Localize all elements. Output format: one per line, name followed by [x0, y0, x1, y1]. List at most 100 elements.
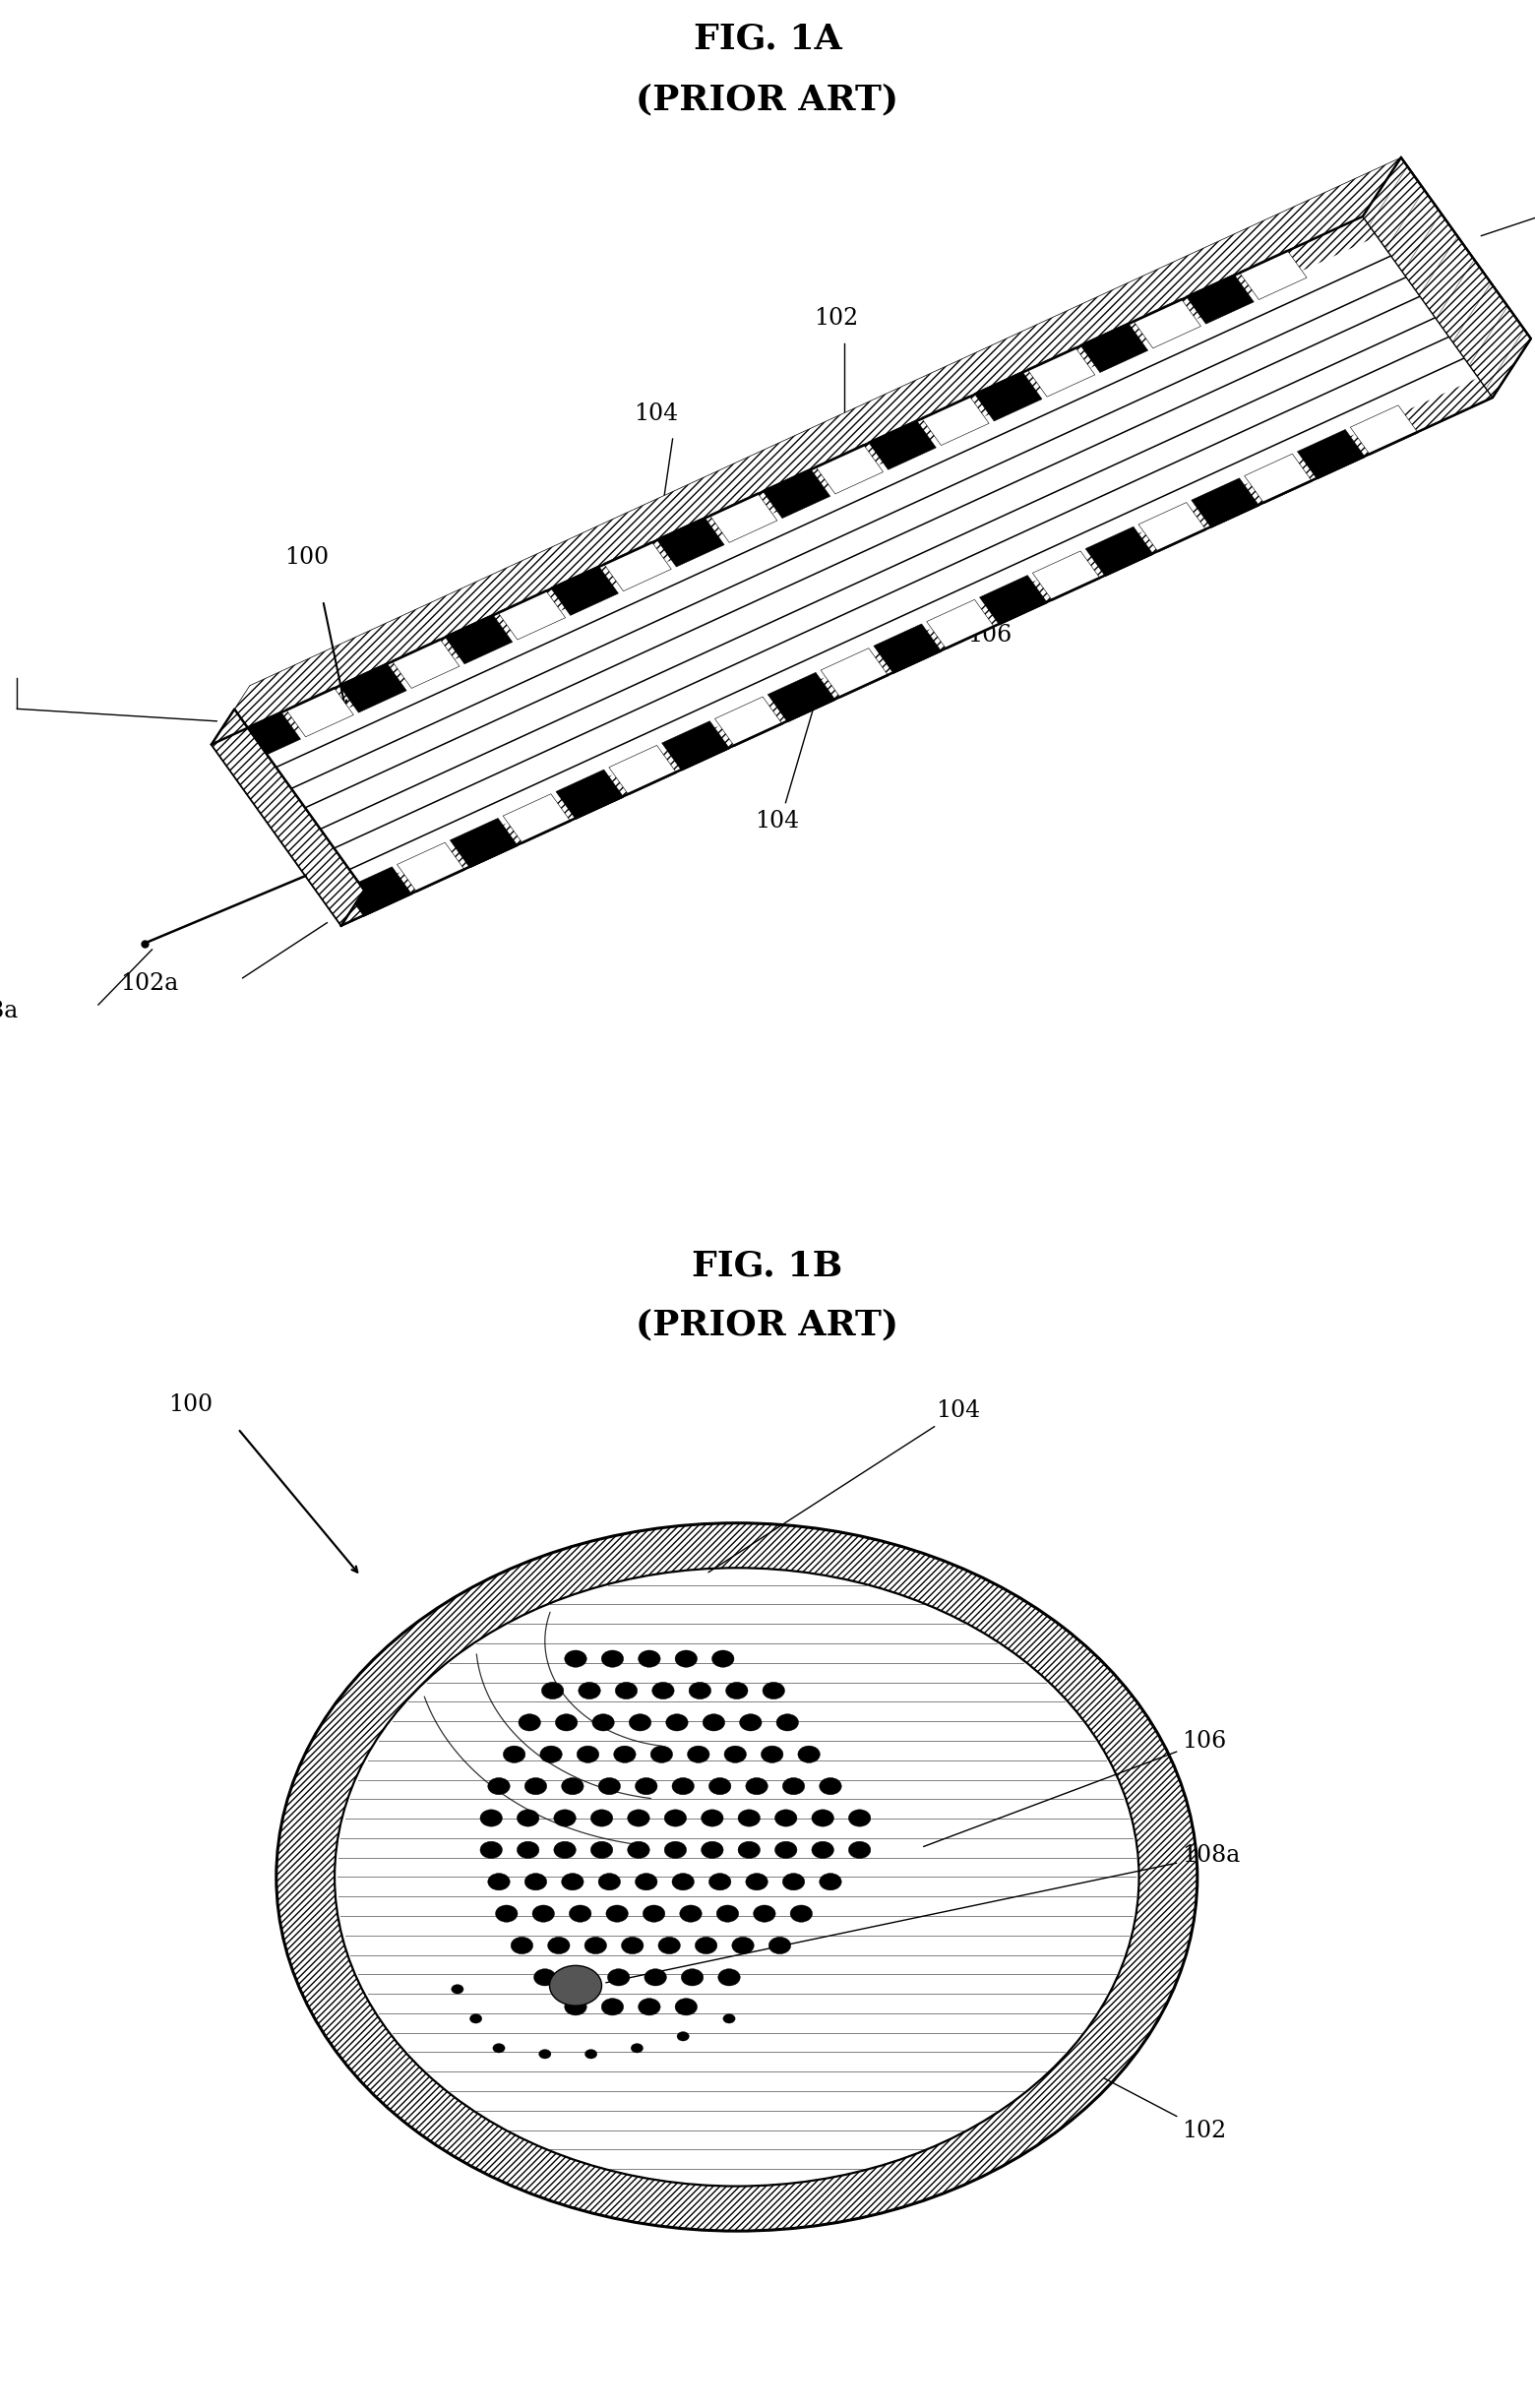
Circle shape [616, 1683, 637, 1700]
Circle shape [783, 1873, 804, 1890]
Polygon shape [286, 686, 353, 737]
Circle shape [812, 1842, 834, 1859]
Circle shape [645, 1970, 666, 1987]
Circle shape [677, 2032, 689, 2042]
Polygon shape [1139, 503, 1207, 551]
Text: 102a: 102a [120, 973, 178, 995]
Circle shape [608, 1970, 629, 1987]
Circle shape [591, 1842, 612, 1859]
Circle shape [665, 1842, 686, 1859]
Polygon shape [233, 710, 301, 761]
Circle shape [723, 2013, 735, 2023]
Circle shape [565, 1649, 586, 1666]
Polygon shape [1191, 479, 1259, 527]
Circle shape [525, 1777, 546, 1794]
Polygon shape [212, 710, 364, 925]
Circle shape [493, 2044, 505, 2052]
Circle shape [480, 1808, 502, 1828]
Polygon shape [768, 672, 835, 722]
Circle shape [585, 2049, 597, 2059]
Circle shape [622, 1936, 643, 1953]
Text: (PRIOR ART): (PRIOR ART) [635, 1308, 900, 1341]
Polygon shape [1363, 157, 1530, 397]
Text: 100: 100 [284, 547, 328, 568]
Circle shape [746, 1873, 768, 1890]
Circle shape [775, 1808, 797, 1828]
Polygon shape [821, 648, 889, 698]
Circle shape [540, 1746, 562, 1763]
Circle shape [511, 1936, 533, 1953]
Circle shape [569, 1905, 591, 1922]
Text: 106: 106 [924, 1729, 1226, 1847]
Circle shape [701, 1808, 723, 1828]
Polygon shape [450, 819, 517, 867]
Polygon shape [979, 576, 1047, 626]
Polygon shape [445, 614, 513, 665]
Circle shape [579, 1683, 600, 1700]
Circle shape [631, 2044, 643, 2052]
Circle shape [533, 1905, 554, 1922]
Polygon shape [497, 590, 565, 641]
Polygon shape [603, 542, 671, 590]
Polygon shape [927, 600, 995, 650]
Circle shape [643, 1905, 665, 1922]
Circle shape [542, 1683, 563, 1700]
Circle shape [639, 1649, 660, 1666]
Circle shape [335, 1568, 1139, 2186]
Circle shape [761, 1746, 783, 1763]
Text: 104: 104 [634, 402, 678, 426]
Circle shape [775, 1842, 797, 1859]
Text: 104: 104 [755, 809, 800, 833]
Circle shape [820, 1777, 841, 1794]
Polygon shape [662, 720, 729, 771]
Polygon shape [1133, 299, 1200, 349]
Circle shape [791, 1905, 812, 1922]
Circle shape [562, 1873, 583, 1890]
Circle shape [726, 1683, 748, 1700]
Polygon shape [556, 771, 623, 819]
Circle shape [738, 1808, 760, 1828]
Text: 108a: 108a [0, 999, 18, 1021]
Circle shape [614, 1746, 635, 1763]
Circle shape [812, 1808, 834, 1828]
Polygon shape [1027, 347, 1094, 397]
Circle shape [665, 1808, 686, 1828]
Circle shape [628, 1808, 649, 1828]
Polygon shape [344, 867, 411, 917]
Polygon shape [1297, 429, 1365, 479]
Circle shape [550, 1965, 602, 2006]
Circle shape [682, 1970, 703, 1987]
Polygon shape [975, 371, 1042, 421]
Circle shape [849, 1842, 870, 1859]
Circle shape [276, 1524, 1197, 2230]
Circle shape [688, 1746, 709, 1763]
Circle shape [577, 1746, 599, 1763]
Circle shape [666, 1714, 688, 1731]
Polygon shape [503, 795, 571, 843]
Circle shape [517, 1808, 539, 1828]
Circle shape [740, 1714, 761, 1731]
Polygon shape [212, 157, 1401, 744]
Polygon shape [709, 494, 777, 542]
Circle shape [675, 1649, 697, 1666]
Polygon shape [339, 662, 407, 713]
Polygon shape [763, 470, 830, 518]
Circle shape [629, 1714, 651, 1731]
Text: FIG. 1B: FIG. 1B [692, 1250, 843, 1283]
Circle shape [571, 1970, 593, 1987]
Circle shape [562, 1777, 583, 1794]
Circle shape [591, 1808, 612, 1828]
Polygon shape [551, 566, 619, 616]
Text: 104: 104 [708, 1399, 981, 1572]
Circle shape [635, 1777, 657, 1794]
Circle shape [496, 1905, 517, 1922]
Circle shape [593, 1714, 614, 1731]
Circle shape [606, 1905, 628, 1922]
Circle shape [712, 1649, 734, 1666]
Text: 102: 102 [814, 308, 858, 330]
Circle shape [777, 1714, 798, 1731]
Polygon shape [873, 624, 941, 674]
Circle shape [783, 1777, 804, 1794]
Circle shape [701, 1842, 723, 1859]
Polygon shape [226, 236, 1478, 905]
